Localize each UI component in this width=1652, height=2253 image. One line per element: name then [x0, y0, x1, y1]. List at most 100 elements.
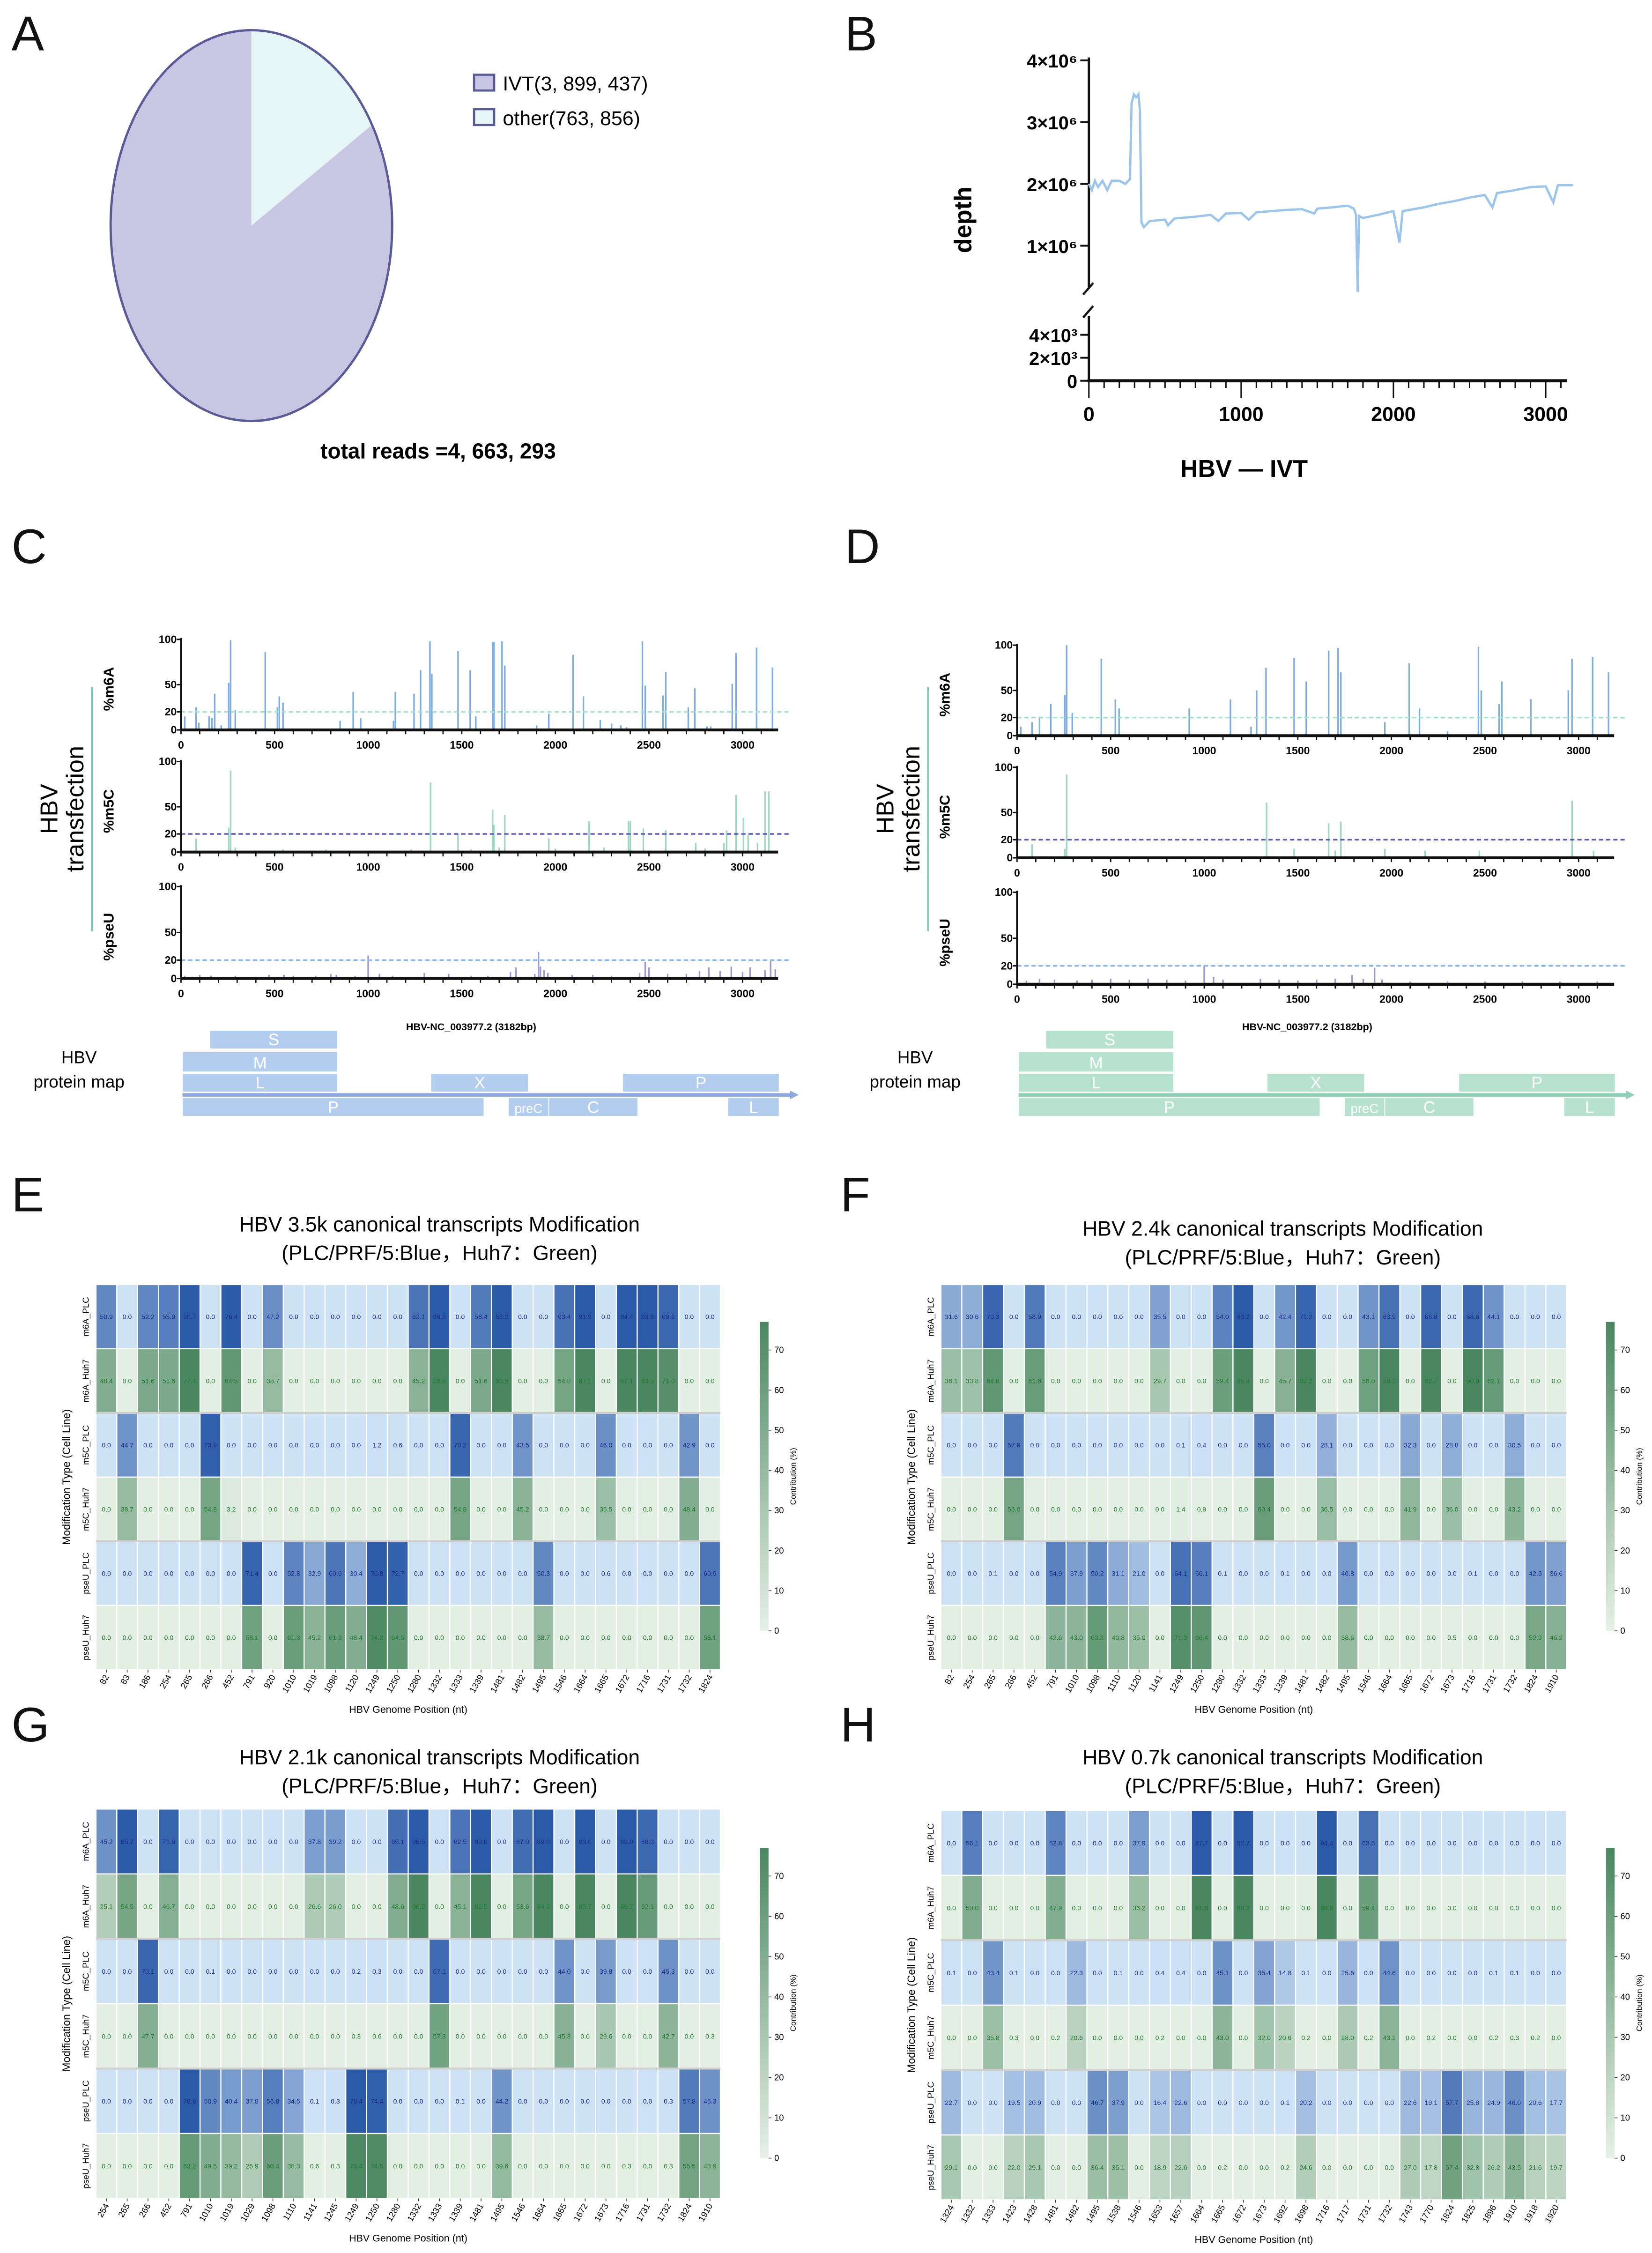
gene-label: C [1423, 1098, 1435, 1116]
cell-value: 0.0 [352, 1377, 361, 1385]
cell-value: 38.7 [267, 1377, 280, 1385]
cell-value: 20.6 [1529, 2099, 1542, 2106]
heatmap-cell [471, 1349, 491, 1413]
heatmap-cell [658, 1809, 678, 1874]
heatmap-cell [1129, 2006, 1149, 2070]
cell-value: 0.0 [1218, 2099, 1227, 2106]
heatmap-cell [159, 2069, 179, 2133]
heatmap-cell [117, 1606, 137, 1669]
heatmap-cell [346, 1478, 366, 1541]
heatmap-cell [658, 1349, 678, 1413]
colorbar [1606, 1848, 1615, 2158]
cell-value: 46.7 [1091, 2099, 1104, 2106]
heatmap-cell [1129, 1478, 1149, 1541]
column-label: 1665 [593, 1673, 611, 1695]
cell-value: 0.0 [476, 1570, 486, 1577]
cell-value: 0.0 [601, 1838, 611, 1845]
heatmap-cell [1045, 2070, 1066, 2134]
heatmap-cell [1067, 1606, 1087, 1669]
x-tick-label: 1500 [1286, 993, 1310, 1005]
column-label: 1665 [1397, 1673, 1415, 1695]
cell-value: 61.3 [329, 1634, 342, 1642]
cell-value: 0.0 [476, 1634, 486, 1642]
heatmap-cell [471, 2134, 491, 2198]
heatmap-cell [1067, 2070, 1087, 2134]
heatmap-cell [492, 2004, 512, 2068]
heatmap-cell [242, 1413, 262, 1477]
cell-value: 0.0 [1093, 1904, 1102, 1911]
heatmap-cell [983, 1811, 1003, 1875]
cell-value: 42.5 [1529, 1570, 1542, 1577]
y-tick-label: 0 [1007, 729, 1013, 742]
heatmap-cell [388, 1809, 408, 1874]
cell-value: 0.0 [1114, 1904, 1123, 1911]
cell-value: 0.1 [1114, 1969, 1123, 1977]
column-label: 186 [137, 1673, 153, 1690]
heatmap-cell [679, 1349, 699, 1413]
cell-value: 70.3 [986, 1313, 1000, 1321]
heatmap-cell [1504, 1542, 1525, 1605]
y-axis-label: Modification Type (Cell Line) [60, 1409, 73, 1545]
cell-value: 0.0 [685, 1634, 694, 1642]
cell-value: 0.0 [705, 1903, 715, 1910]
genome-label: HBV-NC_003977.2 (3182bp) [1242, 1021, 1372, 1033]
cell-value: 0.3 [372, 1968, 382, 1975]
cell-value: 43.0 [1216, 2034, 1229, 2041]
heatmap-cell [1087, 1606, 1107, 1669]
heatmap-cell [430, 1478, 450, 1541]
heatmap-cell [1379, 1811, 1400, 1875]
gene-L: L [1563, 1097, 1616, 1117]
row-label: m6A_PLC [926, 1823, 936, 1863]
cell-value: 56.1 [966, 1839, 979, 1847]
heatmap-cell [1004, 1542, 1024, 1605]
column-label: 1672 [571, 2201, 590, 2223]
cell-value: 0.0 [560, 1506, 569, 1513]
heatmap-cell [512, 1478, 533, 1541]
cell-value: 90.9 [1467, 1377, 1480, 1385]
cell-value: 0.0 [1072, 1313, 1082, 1321]
cell-value: 0.0 [1427, 1506, 1436, 1513]
cell-value: 0.0 [476, 2097, 486, 2105]
cell-value: 0.0 [1009, 1570, 1019, 1577]
x-tick-label: 2500 [637, 739, 661, 751]
cell-value: 0.1 [947, 1969, 956, 1977]
heatmap-cell [1004, 2135, 1024, 2200]
heatmap-cell [617, 1606, 637, 1669]
heatmap-cell [1442, 1811, 1462, 1875]
cell-value: 0.0 [456, 1313, 465, 1321]
heatmap-subtitle: (PLC/PRF/5:Blue，Huh7：Green) [1125, 1246, 1441, 1269]
cell-value: 0.0 [1176, 1839, 1185, 1847]
x-tick-label: 2000 [1379, 993, 1403, 1005]
cell-value: 0.0 [352, 1838, 361, 1845]
heatmap-cell [1400, 1606, 1420, 1669]
heatmap-cell [1254, 1349, 1274, 1413]
cell-value: 0.0 [1072, 1506, 1082, 1513]
colorbar-tick-label: 10 [774, 1586, 784, 1596]
cell-value: 0.2 [1427, 2034, 1436, 2041]
cell-value: 0.0 [601, 1377, 611, 1385]
heatmap-cell [700, 1413, 720, 1477]
cell-value: 0.0 [1114, 2034, 1123, 2041]
heatmap-cell [408, 2069, 429, 2133]
y-tick-label: 50 [165, 801, 177, 813]
cell-value: 0.0 [1447, 1839, 1457, 1847]
cell-value: 0.1 [1176, 1442, 1185, 1449]
cell-value: 29.6 [600, 2032, 613, 2040]
heatmap-cell [1317, 1285, 1337, 1348]
heatmap-cell [1233, 1606, 1253, 1669]
heatmap-cell [367, 1939, 387, 2003]
heatmap-cell [1546, 1606, 1566, 1669]
cell-value: 0.0 [206, 2032, 215, 2040]
cell-value: 57.3 [433, 2032, 446, 2040]
cell-value: 0.0 [580, 1968, 590, 1975]
column-label: 1333 [979, 2203, 998, 2224]
heatmap-cell [1483, 1478, 1504, 1541]
heatmap-cell [1108, 1349, 1128, 1413]
cell-value: 0.0 [310, 1313, 319, 1321]
cell-value: 96.2 [412, 1903, 425, 1910]
colorbar-tick-label: 10 [1621, 1586, 1630, 1596]
gene-label: S [268, 1031, 280, 1049]
heatmap-cell [1150, 1413, 1170, 1477]
heatmap-cell [325, 1939, 345, 2003]
